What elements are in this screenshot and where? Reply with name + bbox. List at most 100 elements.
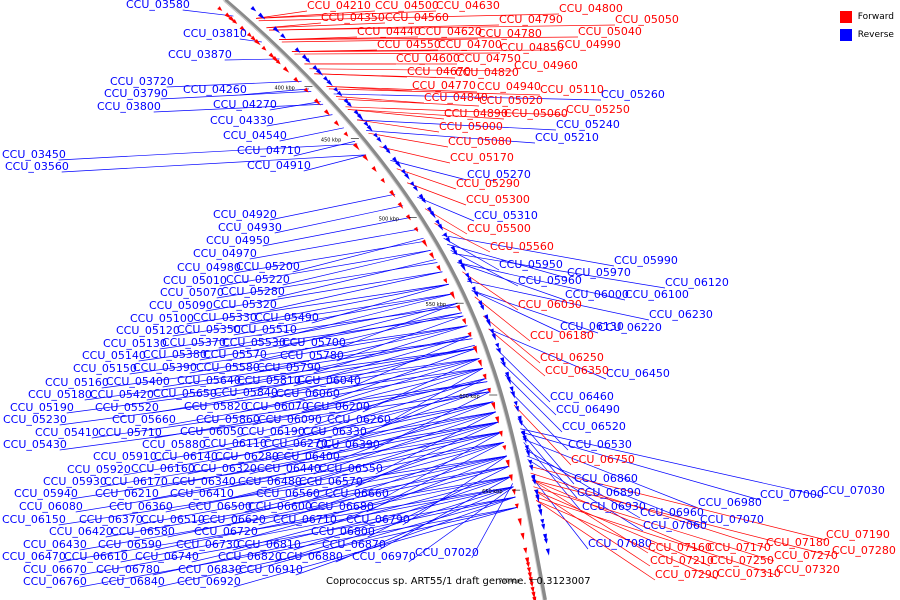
gene-label: CCU_06580 xyxy=(111,525,175,538)
gene-label: CCU_06370 xyxy=(79,513,143,526)
gene-feature xyxy=(356,113,364,121)
gene-feature xyxy=(404,172,410,180)
gene-label: CCU_04790 xyxy=(499,13,563,26)
gene-label: CCU_05400 xyxy=(106,375,170,388)
gene-feature xyxy=(545,548,550,556)
leader-line xyxy=(279,36,579,40)
leader-line xyxy=(270,344,475,399)
gene-feature xyxy=(480,304,484,311)
gene-feature xyxy=(333,120,340,127)
gene-label: CCU_06800 xyxy=(311,525,375,538)
gene-label: CCU_04920 xyxy=(213,208,277,221)
gene-feature xyxy=(528,459,533,466)
gene-feature xyxy=(362,154,369,162)
leader-line xyxy=(233,335,472,387)
leader-line xyxy=(521,431,761,501)
gene-label: CCU_06920 xyxy=(177,575,241,588)
gene-label: CCU_06440 xyxy=(257,462,321,475)
leader-line xyxy=(366,130,536,144)
gene-label: CCU_03580 xyxy=(126,0,190,11)
gene-label: CCU_05880 xyxy=(142,438,206,451)
leader-line xyxy=(452,252,666,289)
gene-feature xyxy=(395,160,402,169)
leader-line xyxy=(312,431,502,500)
leader-line xyxy=(219,249,431,287)
gene-label: CCU_06820 xyxy=(218,550,282,563)
gene-label: CCU_05310 xyxy=(474,209,538,222)
forward-swatch xyxy=(839,11,852,23)
leader-line xyxy=(530,472,767,549)
gene-label: CCU_06340 xyxy=(172,475,236,488)
gene-feature xyxy=(498,430,503,437)
leader-line xyxy=(256,10,376,19)
gene-label: CCU_06860 xyxy=(574,472,638,485)
gene-label: CCU_03450 xyxy=(2,148,66,161)
leader-line xyxy=(269,24,616,31)
gene-labels: CCU_03580CCU_03810CCU_03870CCU_03720CCU_… xyxy=(2,0,896,588)
leader-line xyxy=(320,387,490,450)
leader-line xyxy=(120,486,514,563)
gene-feature xyxy=(520,532,525,541)
leader-line xyxy=(441,234,615,267)
gene-feature xyxy=(524,445,529,452)
leader-line xyxy=(266,114,333,127)
leader-line xyxy=(534,489,711,567)
gene-label: CCU_06830 xyxy=(178,563,242,576)
gene-label: CCU_06110 xyxy=(203,437,267,450)
gene-feature xyxy=(293,76,299,83)
gene-feature xyxy=(496,347,501,355)
gene-feature xyxy=(323,75,329,82)
gene-feature xyxy=(543,538,548,544)
leader-line xyxy=(152,496,516,576)
gene-feature xyxy=(484,314,489,322)
gene-label: CCU_06040 xyxy=(297,374,361,387)
gene-label: CCU_05410 xyxy=(35,426,99,439)
leader-line xyxy=(186,283,449,325)
leader-line xyxy=(162,338,473,388)
gene-feature xyxy=(353,109,360,117)
leader-line xyxy=(457,262,626,301)
gene-feature xyxy=(366,124,373,132)
gene-label: CCU_05320 xyxy=(213,298,277,311)
leader-line xyxy=(157,506,518,588)
gene-feature xyxy=(405,214,411,221)
leader-line xyxy=(58,455,507,526)
gene-label: CCU_05790 xyxy=(257,361,321,374)
gene-feature xyxy=(489,328,494,335)
leader-line xyxy=(281,38,479,43)
gene-label: CCU_06560 xyxy=(256,487,320,500)
gene-label: CCU_04550 xyxy=(377,38,441,51)
gene-label: CCU_05050 xyxy=(615,13,679,26)
gene-feature xyxy=(261,45,267,51)
leader-line xyxy=(236,377,487,438)
scale-tick-label: 600 kbp xyxy=(459,394,479,400)
leader-line xyxy=(269,193,396,221)
leader-line xyxy=(274,205,404,234)
gene-label: CCU_04890 xyxy=(444,107,508,120)
gene-label: CCU_05060 xyxy=(504,107,568,120)
gene-feature xyxy=(391,156,398,164)
leader-line xyxy=(536,500,718,580)
leader-line xyxy=(304,442,504,513)
gene-label: CCU_04540 xyxy=(223,129,287,142)
gene-label: CCU_06200 xyxy=(306,400,370,413)
leader-line xyxy=(381,431,502,500)
leader-line xyxy=(224,58,280,61)
leader-line xyxy=(293,140,356,157)
gene-label: CCU_05960 xyxy=(518,274,582,287)
gene-feature xyxy=(506,376,511,385)
leader-line xyxy=(129,325,468,375)
legend-reverse: Reverse xyxy=(839,26,894,44)
leader-line xyxy=(328,88,541,96)
gene-label: CCU_06450 xyxy=(606,367,670,380)
gene-label: CCU_06550 xyxy=(319,462,383,475)
gene-feature xyxy=(397,201,404,209)
gene-feature xyxy=(532,479,537,485)
gene-label: CCU_06160 xyxy=(131,462,195,475)
gene-label: CCU_05520 xyxy=(95,401,159,414)
gene-label: CCU_06080 xyxy=(19,500,83,513)
gene-label: CCU_05380 xyxy=(143,348,207,361)
leader-line xyxy=(333,93,602,101)
gene-feature xyxy=(336,90,343,97)
gene-label: CCU_07180 xyxy=(766,536,830,549)
